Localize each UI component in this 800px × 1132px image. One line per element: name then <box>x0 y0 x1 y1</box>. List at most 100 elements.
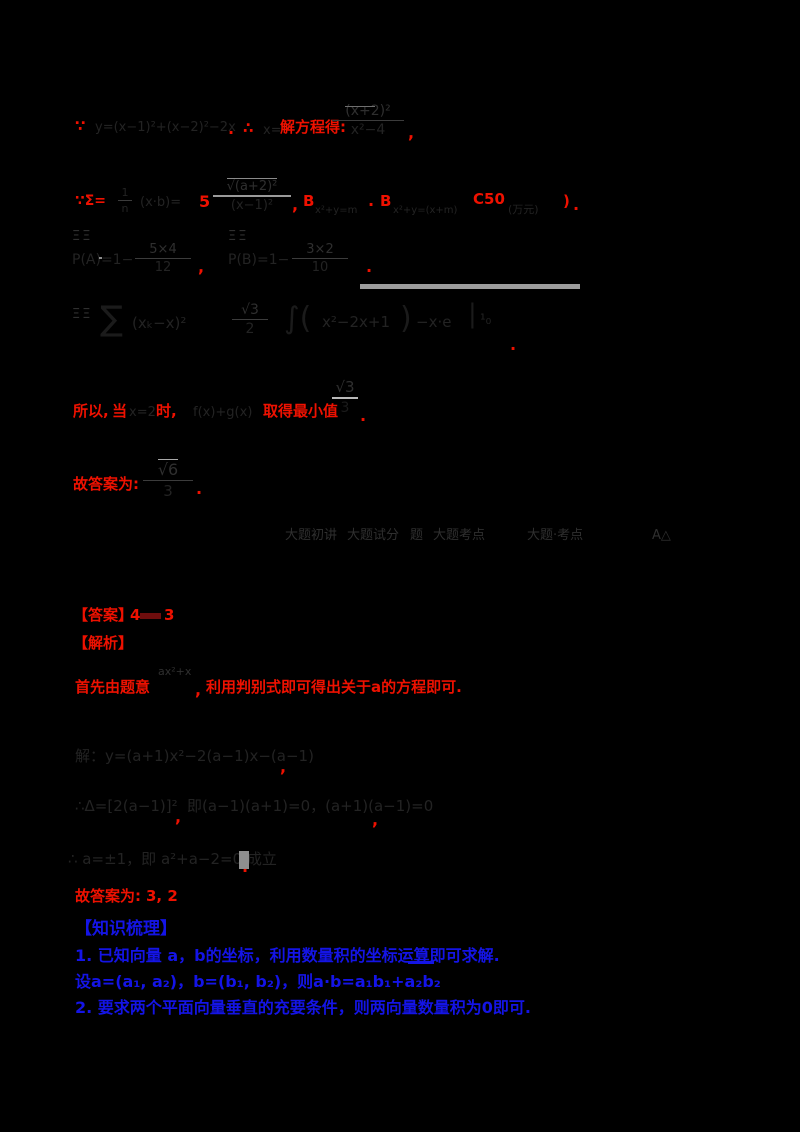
fraction-denominator: 3 <box>340 400 350 416</box>
fraction-numerator: 3×2 <box>306 242 334 257</box>
limits-fragment: ¹₀ <box>480 312 492 328</box>
therefore-symbol: ∴ <box>243 119 254 137</box>
fraction-denominator: 10 <box>311 260 329 275</box>
probability-formula: P(B)=1− <box>228 252 290 268</box>
fraction-bar-light <box>213 195 291 197</box>
red-comma: , <box>195 680 202 699</box>
red-period: . <box>228 119 235 138</box>
integral-symbol: ∫( <box>284 301 312 336</box>
formula-fragment: x²−2x+1 <box>322 313 390 331</box>
formula-fragment: (x·b)= <box>140 195 182 210</box>
answer-value-2: 3 <box>164 606 175 624</box>
explanation-text-1: 首先由题意 <box>75 678 151 696</box>
fraction-denominator: 12 <box>154 260 172 275</box>
red-value: 5 <box>199 192 211 211</box>
red-comma: , <box>175 807 182 826</box>
radical-overline <box>345 106 375 107</box>
knowledge-line-2: 设a=(a₁, a₂)，b=(b₁, b₂)，则a·b=a₁b₁+a₂b₂ <box>75 972 441 991</box>
paren-close: ) <box>400 301 412 336</box>
unit-label: (万元) <box>508 203 539 216</box>
knowledge-line-1: 1. 已知向量 a，b的坐标，利用数量积的坐标运算即可求解. <box>75 946 500 965</box>
red-paren: ) <box>563 192 570 210</box>
red-period: . <box>196 479 203 498</box>
formula-fragment: x= <box>263 123 282 138</box>
probability-formula: P(A)=1− <box>72 252 134 268</box>
working-formula: ∴ a=±1，即 a²+a−2=0 成立 <box>68 850 277 868</box>
combination-symbol: C50 <box>473 190 505 208</box>
red-period: . <box>366 257 373 276</box>
working-formula: ∴Δ=[2(a−1)]² <box>75 797 178 815</box>
watermark-fragment: 大题·考点 <box>527 528 584 543</box>
cursor-block <box>239 851 249 869</box>
fraction: √6 3 <box>143 459 193 500</box>
fraction-bar <box>135 258 191 259</box>
fraction-numerator: √3 <box>335 378 355 396</box>
watermark-fragment: 大题考点 <box>433 528 486 543</box>
when-text: 当 <box>112 402 128 420</box>
point-b1-label: B <box>303 192 315 210</box>
fraction: 5×4 12 <box>135 242 191 275</box>
watermark-fragment: A△ <box>652 528 671 543</box>
red-comma: , <box>408 123 415 142</box>
formula-fragment: x=2 <box>129 405 156 420</box>
fraction-bar <box>332 120 404 121</box>
fraction-numerator: 5×4 <box>149 242 177 257</box>
fraction: √(a+2)² (x−1)² <box>213 178 291 213</box>
answer-dark-red-bar <box>140 613 161 619</box>
knowledge-line-3: 2. 要求两个平面向量垂直的充要条件，则两向量数量积为0即可. <box>75 998 531 1017</box>
because-symbol: ∵ <box>75 117 86 135</box>
working-formula: 即(a−1)(a+1)=0，(a+1)(a−1)=0 <box>187 797 434 815</box>
red-dot: · <box>368 195 375 214</box>
red-period: . <box>573 195 580 214</box>
watermark-fragment: 题 <box>410 528 424 543</box>
raised-formula-fragment: ax²+x <box>158 665 192 678</box>
fraction-denominator: x²−4 <box>350 122 386 138</box>
red-comma: , <box>280 757 287 776</box>
minimum-value-text: 取得最小值 <box>263 402 339 420</box>
final-answer-label: 故答案为: <box>75 887 141 905</box>
answer-value-1: 4 <box>130 606 141 624</box>
point-b2-label: B <box>380 192 392 210</box>
fraction-numerator: √6 <box>157 459 179 479</box>
analysis-bracket-label: 【解析】 <box>73 634 134 652</box>
watermark-fragment: 大题初讲 <box>285 528 338 543</box>
fraction-bar <box>143 480 193 481</box>
fraction-numerator: (x+2)² <box>345 103 391 119</box>
formula-fragment: (xₖ−x)² <box>132 314 187 332</box>
red-period: . <box>242 857 249 876</box>
fraction-denominator: 2 <box>245 321 255 337</box>
fraction-bar <box>118 200 132 201</box>
fraction-bar-light <box>332 397 358 399</box>
red-comma: , <box>372 810 379 829</box>
hatch-fragment: ΞΞ <box>72 307 93 322</box>
fraction-denominator: 3 <box>163 482 173 500</box>
fraction-numerator: √3 <box>241 302 259 318</box>
fraction-bar <box>292 258 348 259</box>
highlight-bar <box>360 284 580 289</box>
because-sum-symbol: ∵Σ= <box>75 193 107 209</box>
blue-underline <box>408 961 434 964</box>
hatch-fragment: ΞΞ <box>228 229 249 244</box>
working-formula: 解：y=(a+1)x²−2(a−1)x−(a−1) <box>75 747 314 765</box>
red-comma: , <box>198 257 205 276</box>
answer-therefore-label: 故答案为: <box>73 475 139 493</box>
answer-bracket-label: 【答案】 <box>73 606 134 624</box>
function-fragment: f(x)+g(x) <box>193 405 253 420</box>
red-period: . <box>510 335 517 354</box>
hatch-fragment: ΞΞ <box>72 229 93 244</box>
fraction-denominator: n <box>121 202 129 215</box>
fraction: 1 n <box>118 186 132 215</box>
formula-fragment: −x·e <box>416 313 452 331</box>
time-text: 时, <box>156 402 177 420</box>
watermark-fragment: 大题试分 <box>347 528 400 543</box>
knowledge-bracket-label: 【知识梳理】 <box>75 919 177 939</box>
fraction: (x+2)² x²−4 <box>332 103 404 138</box>
formula-fragment: y=(x−1)²+(x−2)²−2x <box>95 120 236 135</box>
evaluation-bar: | <box>468 299 477 329</box>
solve-equation-label: 解方程得: <box>280 118 346 136</box>
red-comma: , <box>292 195 299 214</box>
subscript-fragment: x²+y=(x+m) <box>393 205 458 216</box>
therefore-text: 所以, <box>73 402 109 420</box>
red-period: . <box>360 406 367 425</box>
